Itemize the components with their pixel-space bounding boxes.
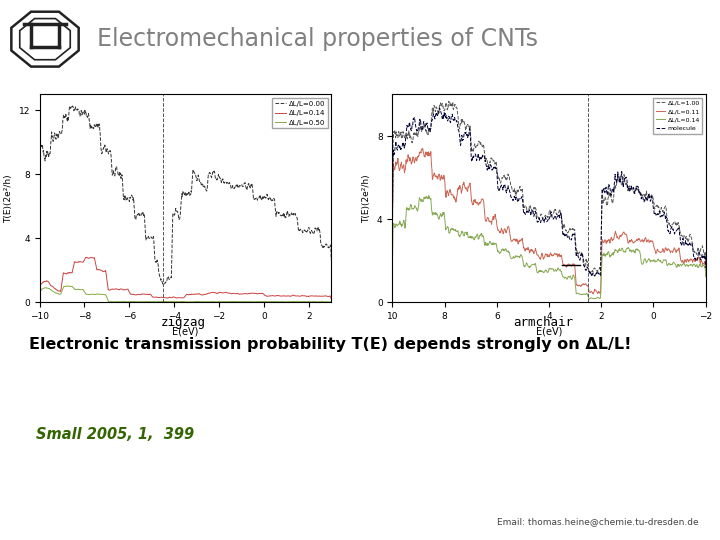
ΔL/L=0.50 — [64, 282, 73, 289]
ΔL/L=0.14 — [86, 254, 95, 261]
ΔL/L=0.00 — [222, 179, 230, 186]
ΔL/L=0.50 — [222, 299, 230, 305]
ΔL/L=0.00 — [35, 222, 44, 229]
ΔL/L=0.11 — [388, 231, 397, 237]
ΔL/L=0.00 — [68, 103, 76, 109]
ΔL/L=0.50 — [205, 299, 214, 305]
ΔL/L=0.11 — [570, 261, 579, 267]
ΔL/L=0.11 — [589, 291, 598, 297]
ΔL/L=0.11 — [408, 160, 416, 167]
Line: ΔL/L=0.00: ΔL/L=0.00 — [40, 106, 331, 284]
ΔL/L=0.14 — [588, 295, 597, 302]
Text: Electromechanical properties of CNTs: Electromechanical properties of CNTs — [97, 27, 539, 51]
ΔL/L=0.50 — [53, 290, 62, 296]
Y-axis label: T(E)(2e²/h): T(E)(2e²/h) — [362, 174, 372, 223]
Text: Email: thomas.heine@chemie.tu-dresden.de: Email: thomas.heine@chemie.tu-dresden.de — [497, 517, 698, 526]
ΔL/L=0.11 — [588, 290, 597, 296]
molecule — [388, 220, 397, 227]
ΔL/L=1.00 — [388, 217, 397, 224]
molecule — [701, 265, 710, 271]
Line: ΔL/L=0.14: ΔL/L=0.14 — [40, 258, 331, 299]
ΔL/L=1.00 — [701, 262, 710, 268]
ΔL/L=1.00 — [408, 138, 416, 145]
ΔL/L=0.50 — [327, 299, 336, 305]
Line: molecule: molecule — [392, 108, 706, 276]
molecule — [626, 184, 635, 191]
molecule — [408, 127, 416, 134]
ΔL/L=0.11 — [701, 267, 710, 273]
molecule — [570, 231, 579, 237]
ΔL/L=0.00 — [327, 256, 336, 263]
molecule — [579, 254, 588, 261]
ΔL/L=0.11 — [626, 237, 635, 244]
ΔL/L=0.14 — [205, 290, 214, 296]
Text: Small 2005, 1,  399: Small 2005, 1, 399 — [36, 427, 194, 442]
ΔL/L=1.00 — [626, 185, 635, 192]
ΔL/L=0.14 — [212, 290, 221, 296]
ΔL/L=1.00 — [579, 253, 588, 260]
ΔL/L=0.14 — [35, 289, 44, 295]
ΔL/L=1.00 — [586, 271, 595, 277]
Line: ΔL/L=1.00: ΔL/L=1.00 — [392, 102, 706, 274]
Text: Electronic transmission probability T(E) depends strongly on ΔL/L!: Electronic transmission probability T(E)… — [29, 338, 631, 353]
ΔL/L=0.14 — [570, 274, 579, 281]
Text: zigzag: zigzag — [161, 316, 206, 329]
molecule — [588, 271, 597, 278]
ΔL/L=0.11 — [579, 281, 588, 288]
ΔL/L=0.00 — [158, 281, 167, 287]
Line: ΔL/L=0.11: ΔL/L=0.11 — [392, 148, 706, 294]
X-axis label: E(eV): E(eV) — [172, 327, 199, 336]
ΔL/L=0.00 — [257, 197, 266, 204]
ΔL/L=0.14 — [626, 247, 635, 254]
ΔL/L=0.14 — [257, 291, 266, 297]
ΔL/L=0.14 — [585, 296, 593, 302]
ΔL/L=0.50 — [257, 299, 266, 305]
ΔL/L=1.00 — [444, 98, 453, 105]
ΔL/L=0.00 — [287, 210, 296, 216]
Line: ΔL/L=0.14: ΔL/L=0.14 — [392, 195, 706, 299]
ΔL/L=0.50 — [287, 298, 295, 305]
Line: ΔL/L=0.50: ΔL/L=0.50 — [40, 286, 331, 302]
ΔL/L=0.14 — [701, 273, 710, 280]
ΔL/L=0.14 — [579, 291, 588, 298]
molecule — [659, 212, 667, 219]
molecule — [588, 273, 596, 280]
ΔL/L=0.50 — [212, 299, 221, 305]
Legend: ΔL/L=0.00, ΔL/L=0.14, ΔL/L=0.50: ΔL/L=0.00, ΔL/L=0.14, ΔL/L=0.50 — [272, 98, 328, 129]
molecule — [435, 105, 444, 111]
ΔL/L=1.00 — [659, 208, 667, 215]
ΔL/L=0.14 — [327, 295, 336, 302]
ΔL/L=0.11 — [418, 145, 427, 152]
Legend: ΔL/L=1.00, ΔL/L=0.11, ΔL/L=0.14, molecule: ΔL/L=1.00, ΔL/L=0.11, ΔL/L=0.14, molecul… — [653, 98, 703, 133]
ΔL/L=0.14 — [53, 287, 62, 294]
Text: armchair: armchair — [513, 316, 574, 329]
ΔL/L=0.00 — [205, 169, 214, 176]
ΔL/L=0.14 — [659, 259, 667, 265]
ΔL/L=0.14 — [388, 261, 397, 267]
ΔL/L=0.14 — [222, 289, 230, 295]
ΔL/L=1.00 — [588, 268, 597, 274]
ΔL/L=1.00 — [570, 226, 579, 233]
ΔL/L=0.00 — [213, 175, 222, 181]
ΔL/L=0.50 — [35, 293, 44, 300]
ΔL/L=0.11 — [659, 245, 667, 252]
ΔL/L=0.00 — [53, 131, 62, 138]
X-axis label: E(eV): E(eV) — [536, 327, 562, 336]
ΔL/L=0.14 — [425, 192, 433, 199]
ΔL/L=0.14 — [287, 293, 295, 299]
ΔL/L=0.14 — [408, 203, 416, 210]
Y-axis label: T(E)(2e²/h): T(E)(2e²/h) — [4, 174, 13, 223]
